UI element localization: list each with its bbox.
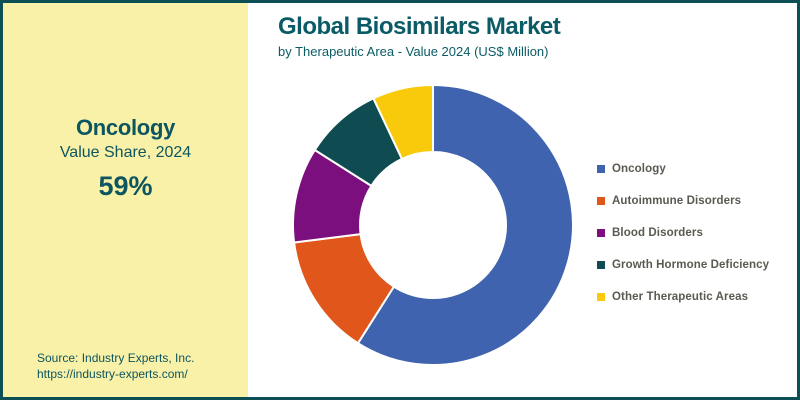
legend-swatch-icon [597,293,605,301]
legend-label: Other Therapeutic Areas [612,291,749,303]
legend-item-oncology: Oncology [597,163,769,175]
donut-slice-4 [372,83,434,161]
legend-item-blood-disorders: Blood Disorders [597,227,769,239]
legend-label: Oncology [612,163,666,175]
source-url: https://industry-experts.com/ [37,366,188,381]
legend-label: Growth Hormone Deficiency [612,259,770,271]
donut-slice-0 [356,83,574,366]
legend-swatch-icon [597,197,605,205]
source-note: Source: Industry Experts, Inc. https://i… [37,351,194,382]
chart-legend: Oncology Autoimmune Disorders Blood Diso… [597,163,769,323]
page-title: Global Biosimilars Market [278,13,561,40]
donut-chart [292,83,574,366]
legend-label: Blood Disorders [612,227,703,239]
chart-header: Global Biosimilars Market by Therapeutic… [278,13,561,59]
legend-label: Autoimmune Disorders [612,195,742,207]
legend-swatch-icon [597,261,605,269]
legend-swatch-icon [597,165,605,173]
highlight-panel: Oncology Value Share, 2024 59% Source: I… [3,3,248,397]
legend-item-other-therapeutic-areas: Other Therapeutic Areas [597,291,769,303]
callout-value: 59% [98,171,153,201]
page-subtitle: by Therapeutic Area - Value 2024 (US$ Mi… [278,44,549,59]
legend-item-autoimmune-disorders: Autoimmune Disorders [597,195,769,207]
legend-item-growth-hormone-deficiency: Growth Hormone Deficiency [597,259,769,271]
value-share-callout: Oncology Value Share, 2024 59% [3,115,248,202]
legend-swatch-icon [597,229,605,237]
callout-category: Oncology [75,115,176,140]
callout-caption: Value Share, 2024 [59,144,192,161]
source-line: Source: Industry Experts, Inc. [37,351,195,366]
